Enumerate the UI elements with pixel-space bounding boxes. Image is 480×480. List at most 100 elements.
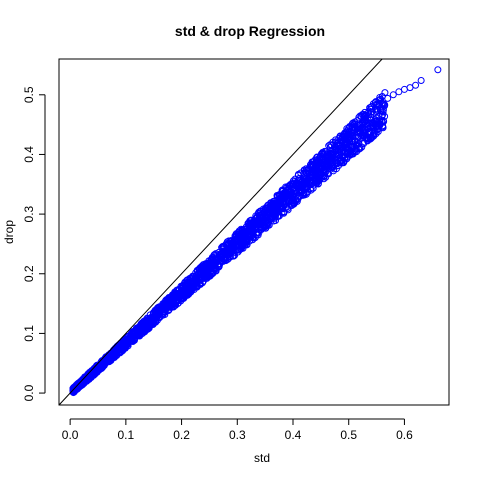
scatter-point	[206, 260, 214, 268]
scatter-point	[183, 291, 191, 299]
scatter-point	[322, 163, 330, 171]
scatter-point	[247, 233, 255, 241]
scatter-point	[79, 381, 87, 389]
scatter-point	[219, 245, 227, 253]
scatter-point	[242, 229, 250, 237]
scatter-point	[353, 125, 361, 133]
scatter-point	[372, 130, 380, 138]
scatter-point	[141, 321, 149, 329]
scatter-point	[332, 165, 340, 173]
reference-line-layer	[58, 58, 383, 406]
scatter-point	[244, 220, 252, 228]
scatter-point	[270, 212, 278, 220]
y-tick-label: 0.4	[22, 146, 36, 163]
scatter-point	[107, 351, 115, 359]
scatter-point	[118, 344, 126, 352]
scatter-point	[294, 170, 302, 178]
scatter-point	[314, 168, 322, 176]
scatter-point	[201, 267, 209, 275]
scatter-point	[336, 136, 344, 144]
scatter-point	[128, 333, 136, 341]
scatter-point	[83, 373, 91, 381]
scatter-point	[311, 156, 319, 164]
scatter-point	[290, 199, 298, 207]
scatter-point	[189, 282, 197, 290]
scatter-point	[223, 251, 231, 259]
scatter-point	[159, 303, 167, 311]
scatter-point	[325, 170, 333, 178]
scatter-point	[117, 340, 125, 348]
scatter-point	[145, 319, 153, 327]
scatter-point	[287, 181, 295, 189]
scatter-point	[218, 244, 226, 252]
x-tick-label: 0.6	[396, 428, 413, 442]
scatter-point	[292, 195, 300, 203]
scatter-point	[151, 309, 159, 317]
scatter-point	[359, 139, 367, 147]
scatter-point	[166, 299, 174, 307]
scatter-point	[346, 147, 354, 155]
scatter-point	[148, 318, 156, 326]
y-tick-label: 0.5	[22, 86, 36, 103]
scatter-point	[236, 237, 244, 245]
scatter-point	[245, 237, 253, 245]
x-tick-label: 0.4	[285, 428, 302, 442]
scatter-point	[344, 136, 352, 144]
scatter-point	[211, 253, 219, 261]
scatter-point	[260, 206, 268, 214]
scatter-point	[341, 140, 349, 148]
scatter-point	[229, 243, 237, 251]
scatter-point	[278, 193, 286, 201]
scatter-point	[202, 268, 210, 276]
scatter-point	[241, 227, 249, 235]
scatter-point	[345, 146, 353, 154]
scatter-point	[315, 177, 323, 185]
x-axis-label: std	[254, 451, 270, 465]
scatter-point	[360, 121, 368, 129]
scatter-point	[325, 142, 333, 150]
scatter-point	[160, 307, 168, 315]
scatter-point	[376, 117, 384, 125]
scatter-point	[305, 165, 313, 173]
scatter-point	[344, 149, 352, 157]
scatter-point	[377, 107, 385, 115]
scatter-point	[389, 91, 397, 99]
scatter-point	[119, 347, 127, 355]
scatter-point	[304, 188, 312, 196]
x-tick-label: 0.3	[229, 428, 246, 442]
scatter-point	[77, 379, 85, 387]
scatter-point	[367, 135, 375, 143]
scatter-point	[361, 111, 369, 119]
x-tick-label: 0.0	[62, 428, 79, 442]
axes-layer: 0.0 0.1 0.2 0.3 0.4 0.5 0.6 0.0 0.1 0.2 0.3 0.4 0.5	[22, 86, 413, 442]
x-tick-label: 0.5	[340, 428, 357, 442]
scatter-point	[205, 261, 213, 269]
scatter-point	[100, 358, 108, 366]
scatter-point	[406, 84, 414, 92]
scatter-point	[179, 282, 187, 290]
scatter-point	[188, 274, 196, 282]
scatter-point	[315, 172, 323, 180]
scatter-point	[300, 189, 308, 197]
scatter-point	[328, 159, 336, 167]
y-axis-label: drop	[2, 220, 16, 244]
scatter-point	[94, 367, 102, 375]
scatter-point	[242, 237, 250, 245]
scatter-point	[261, 223, 269, 231]
scatter-point	[175, 286, 183, 294]
scatter-point	[196, 270, 204, 278]
scatter-point	[256, 207, 264, 215]
scatter-point	[303, 179, 311, 187]
scatter-point	[313, 176, 321, 184]
scatter-point	[283, 199, 291, 207]
scatter-point	[323, 150, 331, 158]
scatter-point	[334, 145, 342, 153]
scatter-point	[205, 273, 213, 281]
scatter-point	[184, 287, 192, 295]
y-tick-label: 0.3	[22, 205, 36, 222]
x-tick-label: 0.1	[118, 428, 135, 442]
scatter-point	[249, 223, 257, 231]
scatter-point	[257, 225, 265, 233]
scatter-point	[374, 128, 382, 136]
